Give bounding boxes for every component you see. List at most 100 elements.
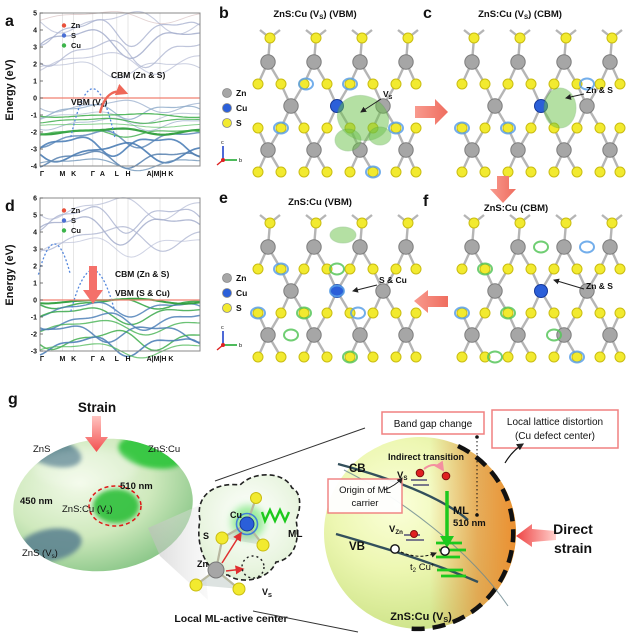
panel-d-cbm-label: CBM (Zn & S) (115, 269, 169, 279)
panel-d-vbm-label: VBM (S & Cu) (115, 288, 170, 298)
band-line (39, 136, 201, 158)
y-tick: 2 (33, 264, 37, 271)
y-tick: 2 (33, 62, 37, 69)
x-tick: A|M|H K (147, 171, 174, 178)
panel-f-title: ZnS:Cu (CBM) (484, 203, 548, 214)
legend-label: Cu (71, 41, 81, 50)
bandgap-callout-text: Band gap change (394, 419, 473, 430)
zn-atom (352, 327, 368, 343)
lattice-atoms (252, 217, 422, 363)
legend-label: S (236, 303, 242, 313)
panel-c-letter: c (423, 5, 432, 22)
panel-e-crystal (250, 214, 422, 364)
vbm-to-cbm-arrow (98, 83, 129, 114)
charge-ring-blue (579, 240, 595, 254)
isosurface-blob (334, 128, 362, 152)
vs-level-label: VS (397, 470, 407, 482)
band-line (39, 52, 201, 75)
panel-c-annotation: Zn & S (586, 85, 613, 95)
x-tick: L (115, 356, 120, 363)
origin-callout-line2: carrier (352, 498, 379, 509)
panel-e-annotation-arrow (352, 284, 378, 293)
charge-ring-blue (454, 121, 470, 135)
zn-atom (602, 142, 618, 158)
y-tick: -2 (31, 130, 37, 137)
band-line (39, 336, 201, 358)
panel-b-letter: b (219, 5, 229, 22)
y-tick: -3 (31, 349, 37, 356)
znscu-vs-label: ZnS:Cu (Vs) (62, 504, 113, 516)
zn-atom (464, 327, 480, 343)
znscu-vs-dashed-outline (88, 485, 142, 527)
axis-c-label: c (221, 140, 224, 146)
ml-label: ML (288, 529, 302, 540)
charge-ring-blue (388, 121, 404, 135)
zn-atom (283, 283, 299, 299)
y-tick: 3 (33, 247, 37, 254)
znscu-label: ZnS:Cu (148, 444, 180, 455)
panel-f: f ZnS:Cu (CBM) Zn & S (423, 193, 626, 364)
band-line (39, 99, 201, 114)
zn-atom (464, 239, 480, 255)
strain-label: Strain (78, 400, 116, 415)
zn-atom (207, 561, 225, 579)
legend-label: S (71, 31, 76, 40)
band-line (39, 307, 201, 326)
indirect-transition-label: Indirect transition (388, 452, 464, 462)
x-tick: Γ (91, 171, 96, 178)
x-tick: L (115, 171, 120, 178)
zn-atom (306, 239, 322, 255)
znscu-vs-region (93, 489, 139, 523)
legend-dot (61, 23, 67, 28)
zn-atom (602, 54, 618, 70)
panel-f-annotation-arrow (553, 278, 585, 290)
band-line (39, 29, 201, 59)
legend-label: Zn (236, 88, 246, 98)
vacancy-dotted-circle (241, 555, 265, 579)
arrow-f-to-e (414, 290, 448, 313)
y-tick: 4 (33, 230, 37, 237)
charge-ring-green (546, 328, 562, 342)
band-line (39, 129, 201, 138)
zn-atom (487, 98, 503, 114)
electron-dot (415, 468, 425, 478)
charge-ring-blue (273, 121, 289, 135)
band-line (39, 325, 201, 344)
band-line (39, 111, 200, 125)
charge-ring-blue (350, 306, 366, 320)
distorted-boundary-dashed (403, 443, 516, 632)
isosurface-blob (368, 126, 392, 146)
isosurface-blob (543, 87, 577, 129)
origin-ml-callout: Origin of ML carrier (327, 478, 403, 514)
zns-vs-label: ZnS (Vs) (22, 548, 58, 560)
charge-ring-blue (342, 77, 358, 91)
axis-b-label: b (239, 158, 242, 164)
zn-atom (579, 283, 595, 299)
legend-dot (222, 88, 232, 98)
lattice-callout-line2: (Cu defect center) (515, 431, 595, 442)
zn-atom (398, 142, 414, 158)
zn-atom (260, 239, 276, 255)
y-tick: 4 (33, 28, 37, 35)
band-line (39, 216, 201, 246)
lattice-atoms (456, 32, 626, 178)
zn-atom (556, 142, 572, 158)
panel-g: g Strain ZnS ZnS:Cu 510 nm 450 nm ZnS:Cu… (8, 391, 619, 633)
local-center-caption: Local ML-active center (174, 613, 287, 625)
legend-dot (61, 228, 67, 233)
panel-f-crystal (454, 214, 626, 364)
legend-label: Zn (71, 21, 81, 30)
lattice-callout-arrow (504, 443, 525, 464)
local-ml-active-center: Cu S Zn VS ML (189, 474, 302, 599)
charge-ring-green (487, 350, 503, 364)
y-tick: 6 (33, 196, 37, 203)
zn-atom (260, 327, 276, 343)
vs-defect-levels (411, 479, 429, 486)
x-tick: M (59, 171, 65, 178)
direct-strain-line1: Direct (553, 521, 593, 537)
origin-callout-arrow (383, 477, 403, 491)
